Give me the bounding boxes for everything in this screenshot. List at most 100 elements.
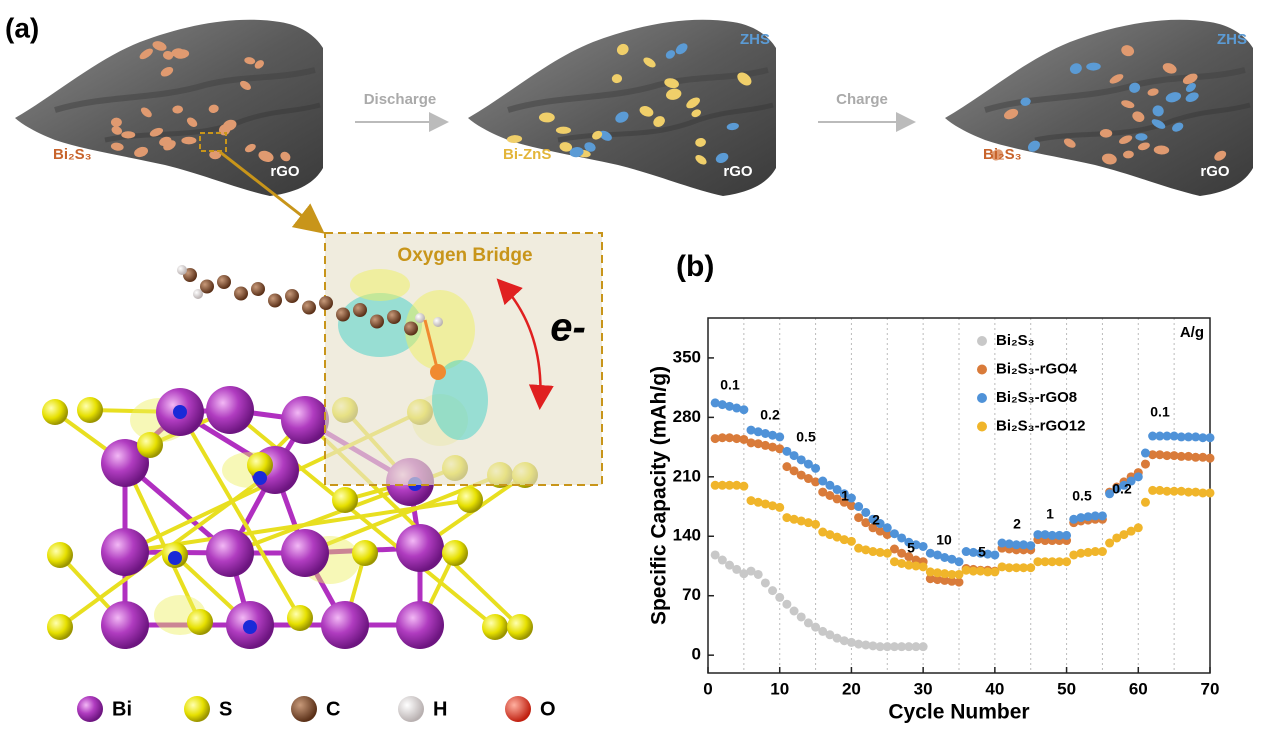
- s-atom: [47, 542, 73, 568]
- bi-atom: [206, 386, 254, 434]
- s-atom: [137, 432, 163, 458]
- atom-label: Bi: [112, 698, 132, 720]
- legend-label: Bi₂S₃-rGO4: [996, 360, 1078, 377]
- legend-label: Bi₂S₃-rGO8: [996, 389, 1077, 406]
- x-tick-label: 50: [1057, 679, 1076, 698]
- data-point: [883, 523, 892, 532]
- atom-swatch: [291, 696, 317, 722]
- data-point: [1026, 541, 1035, 550]
- panel-label: (a): [5, 12, 39, 43]
- product-label: ZHS: [740, 31, 770, 48]
- bi-atom: [101, 601, 149, 649]
- legend-marker: [977, 365, 987, 375]
- c-atom: [353, 303, 367, 317]
- s-atom: [442, 540, 468, 566]
- y-tick-label: 0: [692, 645, 701, 664]
- x-tick-label: 60: [1129, 679, 1148, 698]
- x-tick-label: 30: [914, 679, 933, 698]
- atom-label: O: [540, 698, 556, 720]
- rate-label: 0.5: [796, 429, 816, 445]
- bi-atom: [206, 529, 254, 577]
- h-atom: [177, 265, 187, 275]
- s-atom: [42, 399, 68, 425]
- o-atom: [430, 364, 446, 380]
- x-tick-label: 20: [842, 679, 861, 698]
- data-point: [1098, 511, 1107, 520]
- s-atom: [332, 487, 358, 513]
- dopant: [253, 471, 267, 485]
- step-label: Discharge: [364, 91, 437, 108]
- support-label: rGO: [1200, 163, 1230, 180]
- rate-label: 0.1: [1150, 404, 1170, 420]
- y-tick-label: 210: [673, 466, 701, 485]
- rate-label: 1: [1046, 506, 1054, 522]
- c-atom: [285, 289, 299, 303]
- s-atom: [482, 614, 508, 640]
- particle: [539, 112, 555, 122]
- bi-atom: [321, 601, 369, 649]
- c-atom: [387, 310, 401, 324]
- s-atom: [457, 487, 483, 513]
- data-point: [854, 502, 863, 511]
- figure: (a) Bi₂S₃rGOBi-ZnSrGOZHSBi₂S₃rGOZHS Disc…: [0, 0, 1269, 728]
- data-point: [1026, 563, 1035, 572]
- data-point: [797, 612, 806, 621]
- panel-label: (b): [676, 250, 714, 283]
- data-point: [883, 549, 892, 558]
- data-point: [1062, 557, 1071, 566]
- data-point: [754, 570, 763, 579]
- c-atom: [234, 287, 248, 301]
- dopant: [173, 405, 187, 419]
- c-atom: [336, 308, 350, 322]
- rgo-sheet: Bi₂S₃rGOZHS: [945, 20, 1253, 196]
- data-point: [811, 520, 820, 529]
- data-point: [919, 542, 928, 551]
- y-tick-label: 140: [673, 526, 701, 545]
- data-point: [1206, 454, 1215, 463]
- c-atom: [370, 315, 384, 329]
- dopant: [168, 551, 182, 565]
- s-atom: [77, 397, 103, 423]
- data-point: [790, 607, 799, 616]
- bi-atom: [396, 601, 444, 649]
- x-tick-label: 10: [770, 679, 789, 698]
- inset-title: Oxygen Bridge: [397, 245, 532, 266]
- bi-atom: [101, 528, 149, 576]
- data-point: [782, 600, 791, 609]
- bi-atom: [396, 524, 444, 572]
- rate-label: 0.2: [760, 407, 780, 423]
- bi-atom: [281, 396, 329, 444]
- rate-label: 2: [1013, 516, 1021, 532]
- particle: [121, 131, 135, 138]
- sheets: Bi₂S₃rGOBi-ZnSrGOZHSBi₂S₃rGOZHS: [15, 20, 1253, 196]
- legend-label: Bi₂S₃: [996, 332, 1035, 349]
- data-point: [955, 557, 964, 566]
- atom-swatch: [505, 696, 531, 722]
- x-axis-title: Cycle Number: [888, 701, 1029, 724]
- data-point: [847, 537, 856, 546]
- x-tick-label: 40: [985, 679, 1004, 698]
- data-point: [768, 586, 777, 595]
- particle: [556, 127, 571, 134]
- c-atom: [404, 322, 418, 336]
- c-atom: [319, 296, 333, 310]
- h-atom: [193, 289, 203, 299]
- rgo-sheet: Bi-ZnSrGOZHS: [468, 20, 776, 196]
- data-point: [1062, 531, 1071, 540]
- c-atom: [302, 301, 316, 315]
- bi-atom: [281, 529, 329, 577]
- rate-label: 0.1: [720, 377, 740, 393]
- charge-density: [350, 269, 410, 301]
- data-point: [1098, 547, 1107, 556]
- chart: 070140210280350010203040506070Cycle Numb…: [648, 318, 1220, 724]
- atom-label: C: [326, 698, 340, 720]
- rate-label: 2: [872, 512, 880, 528]
- rate-label: 10: [936, 532, 952, 548]
- dopant: [243, 620, 257, 634]
- step-label: Charge: [836, 91, 888, 108]
- product-label: ZHS: [1217, 31, 1247, 48]
- y-tick-label: 350: [673, 347, 701, 366]
- particle-label: Bi₂S₃: [53, 146, 92, 163]
- legend-marker: [977, 393, 987, 403]
